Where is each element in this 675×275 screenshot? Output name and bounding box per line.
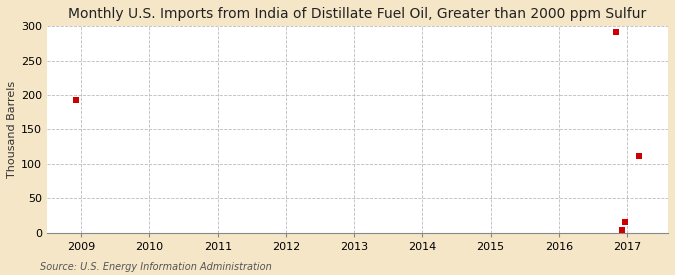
Point xyxy=(610,30,621,35)
Y-axis label: Thousand Barrels: Thousand Barrels xyxy=(7,81,17,178)
Point xyxy=(616,228,627,233)
Point xyxy=(620,220,630,224)
Point xyxy=(633,153,644,158)
Point xyxy=(70,98,81,102)
Title: Monthly U.S. Imports from India of Distillate Fuel Oil, Greater than 2000 ppm Su: Monthly U.S. Imports from India of Disti… xyxy=(68,7,647,21)
Text: Source: U.S. Energy Information Administration: Source: U.S. Energy Information Administ… xyxy=(40,262,272,272)
